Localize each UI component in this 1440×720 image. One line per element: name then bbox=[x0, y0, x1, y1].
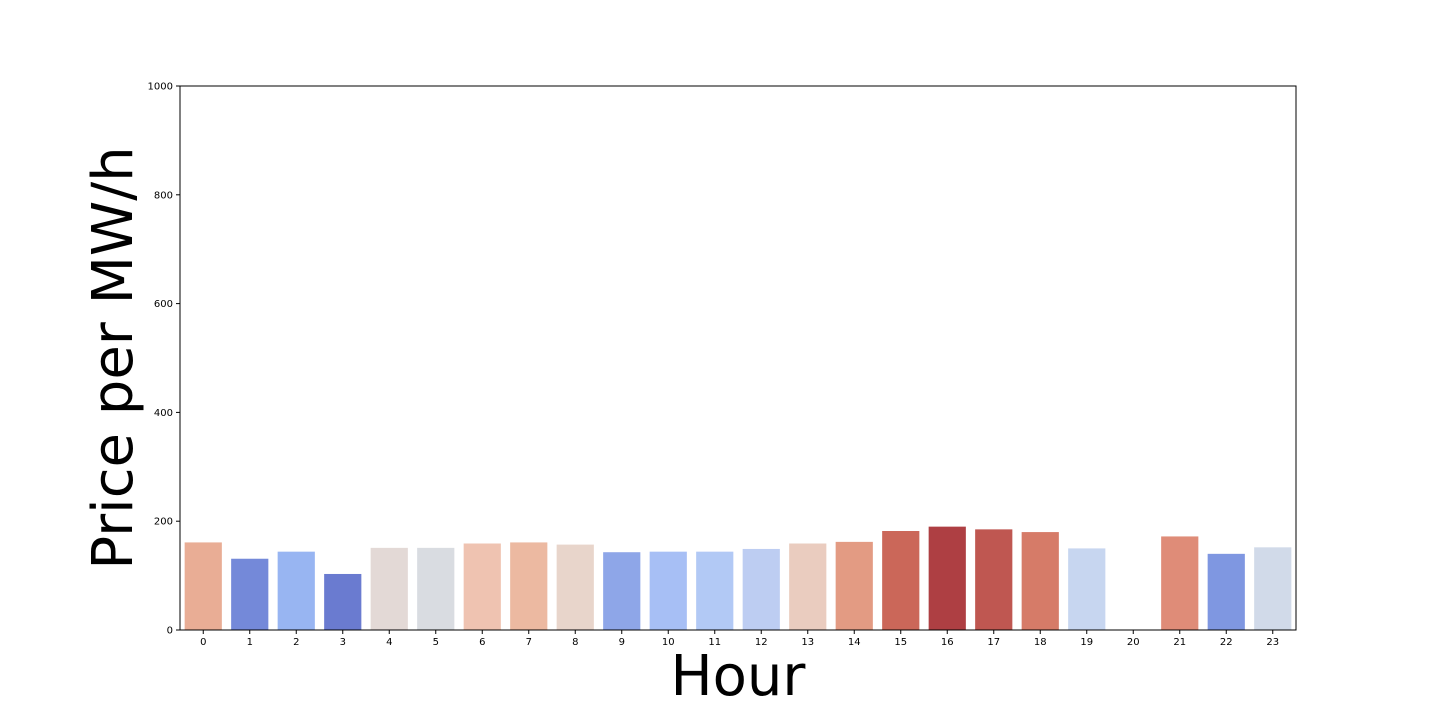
y-tick-label: 600 bbox=[154, 299, 173, 310]
x-tick-label: 1 bbox=[247, 637, 253, 648]
bars-group bbox=[184, 526, 1292, 630]
x-tick-label: 3 bbox=[340, 637, 346, 648]
x-tick-label: 20 bbox=[1127, 637, 1140, 648]
bar-hour-9 bbox=[603, 552, 641, 630]
x-tick-label: 4 bbox=[386, 637, 392, 648]
y-axis: 0 200 400 600 800 1000 bbox=[148, 82, 180, 637]
bar-hour-3 bbox=[324, 573, 362, 630]
bar-hour-21 bbox=[1161, 536, 1199, 630]
y-tick-label: 800 bbox=[154, 190, 173, 201]
x-tick-label: 13 bbox=[801, 637, 814, 648]
bar-hour-7 bbox=[510, 542, 548, 630]
x-tick-label: 8 bbox=[572, 637, 578, 648]
bar-hour-19 bbox=[1068, 548, 1106, 630]
y-tick-label: 400 bbox=[154, 408, 173, 419]
x-tick-label: 22 bbox=[1220, 637, 1233, 648]
x-tick-label: 11 bbox=[708, 637, 721, 648]
x-tick-label: 9 bbox=[619, 637, 625, 648]
bar-hour-12 bbox=[742, 548, 780, 630]
y-axis-title: Price per MW/h bbox=[81, 146, 146, 569]
bar-hour-4 bbox=[370, 547, 408, 630]
bar-hour-2 bbox=[277, 551, 315, 630]
bar-hour-16 bbox=[928, 526, 966, 630]
x-tick-label: 12 bbox=[755, 637, 768, 648]
bar-hour-18 bbox=[1021, 532, 1059, 630]
x-tick-label: 16 bbox=[941, 637, 954, 648]
bar-hour-8 bbox=[556, 544, 594, 630]
bar-hour-23 bbox=[1254, 547, 1292, 630]
bar-hour-0 bbox=[184, 542, 222, 630]
bar-hour-1 bbox=[231, 558, 269, 630]
x-tick-label: 0 bbox=[200, 637, 206, 648]
x-tick-label: 15 bbox=[894, 637, 907, 648]
x-tick-label: 18 bbox=[1034, 637, 1047, 648]
bar-hour-6 bbox=[463, 543, 501, 630]
x-tick-label: 6 bbox=[479, 637, 485, 648]
x-tick-label: 7 bbox=[526, 637, 532, 648]
x-tick-label: 21 bbox=[1173, 637, 1186, 648]
y-tick-label: 200 bbox=[154, 517, 173, 528]
bar-hour-10 bbox=[649, 551, 687, 630]
x-axis: 0 1 2 3 4 5 6 7 8 9 10 11 12 13 14 15 16 17 18 19 20 21 22 23 bbox=[200, 630, 1279, 648]
plot-frame bbox=[179, 85, 1297, 631]
x-tick-label: 17 bbox=[987, 637, 1000, 648]
bar-hour-5 bbox=[417, 547, 455, 630]
bar-hour-11 bbox=[696, 551, 734, 630]
bar-hour-14 bbox=[835, 541, 873, 630]
bar-hour-15 bbox=[882, 530, 920, 630]
bar-hour-13 bbox=[789, 543, 827, 630]
bar-hour-22 bbox=[1207, 553, 1245, 630]
y-tick-label: 1000 bbox=[148, 82, 173, 93]
x-tick-label: 5 bbox=[433, 637, 439, 648]
x-tick-label: 2 bbox=[293, 637, 299, 648]
x-tick-label: 10 bbox=[662, 637, 675, 648]
x-tick-label: 19 bbox=[1080, 637, 1093, 648]
x-tick-label: 23 bbox=[1266, 637, 1279, 648]
y-tick-label: 0 bbox=[167, 626, 173, 637]
bar-hour-17 bbox=[975, 529, 1013, 630]
x-tick-label: 14 bbox=[848, 637, 861, 648]
x-axis-title: Hour bbox=[671, 644, 807, 709]
